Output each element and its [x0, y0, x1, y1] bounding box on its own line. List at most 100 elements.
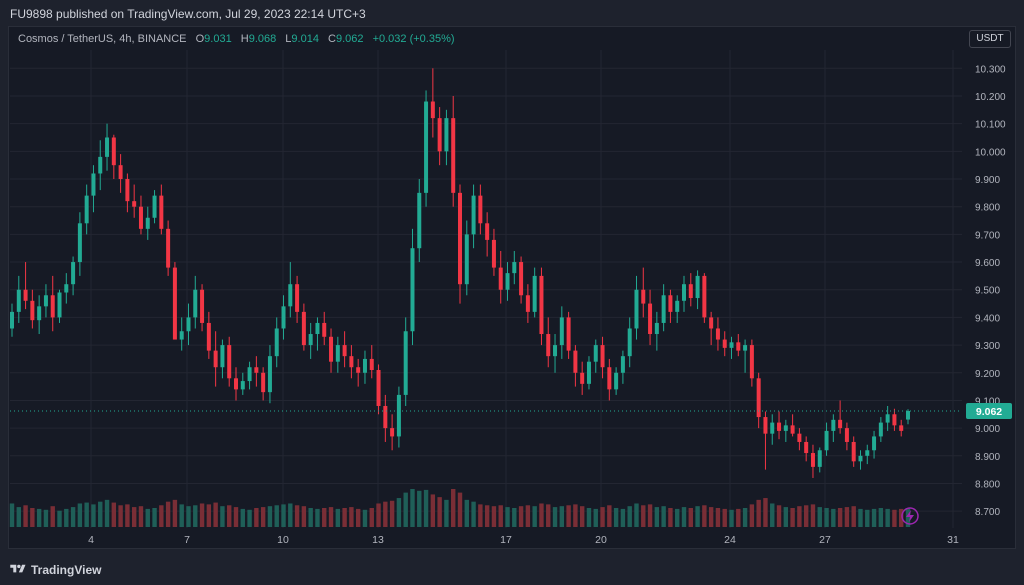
volume-bar [865, 509, 870, 527]
candle-body [749, 345, 754, 379]
candle-body [858, 455, 863, 462]
volume-bar [138, 506, 144, 527]
x-axis-tick-label: 31 [947, 534, 959, 546]
candle-body [878, 422, 883, 437]
candle-body [227, 345, 232, 379]
candle-body [844, 428, 849, 442]
volume-bar [675, 508, 680, 527]
candle-body [512, 262, 517, 274]
candle-body [695, 275, 700, 299]
volume-bar [573, 504, 578, 527]
candle-body [362, 358, 367, 373]
volume-bar [172, 499, 178, 527]
volume-bar [77, 503, 83, 527]
candle-body [213, 350, 218, 368]
y-axis-tick-label: 9.500 [975, 286, 1000, 297]
candle-body [369, 358, 374, 370]
lightning-icon[interactable] [901, 507, 919, 525]
candle-body [71, 262, 76, 285]
volume-bar [770, 503, 775, 527]
low-label: L [285, 33, 292, 45]
candle-body [824, 430, 829, 451]
candle-body [349, 356, 354, 368]
y-axis-tick-label: 8.700 [975, 507, 1000, 518]
low-value: 9.014 [291, 33, 319, 45]
candle-body [254, 367, 259, 373]
ohlc-legend: Cosmos / TetherUS, 4h, BINANCE O9.031 H9… [18, 33, 455, 45]
tradingview-brand[interactable]: TradingView [31, 563, 102, 577]
candle-body [172, 267, 177, 340]
candle-body [329, 336, 334, 362]
volume-bar [281, 504, 286, 527]
volume-bar [254, 508, 259, 527]
tradingview-logo-icon[interactable] [10, 563, 26, 575]
candle-body [736, 342, 741, 351]
volume-bar [654, 507, 660, 527]
candle-body [193, 289, 198, 318]
lightning-bolt-glyph [906, 510, 914, 522]
volume-bar [899, 508, 904, 527]
volume-bar [661, 506, 666, 527]
volume-bar [70, 507, 76, 527]
candle-body [240, 381, 245, 390]
volume-bar [783, 507, 789, 527]
volume-bar [803, 505, 809, 527]
candle-body [57, 292, 62, 318]
x-axis-tick-label: 10 [277, 534, 289, 546]
candle-body [627, 328, 632, 357]
symbol-label[interactable]: Cosmos / TetherUS, 4h, BINANCE [18, 33, 187, 45]
currency-button[interactable]: USDT [969, 30, 1011, 48]
volume-bar [227, 505, 232, 527]
volume-bar [688, 508, 693, 527]
volume-bar [695, 506, 700, 527]
y-axis-tick-label: 9.800 [975, 203, 1000, 214]
volume-bar [702, 505, 707, 527]
volume-bar [342, 508, 347, 527]
candle-body [206, 322, 211, 351]
volume-bar [260, 507, 266, 527]
volume-bar [892, 509, 897, 527]
y-axis-tick-label: 10.200 [975, 92, 1006, 103]
x-axis-tick-label: 20 [595, 534, 607, 546]
candle-body [430, 101, 435, 119]
volume-bar [756, 499, 761, 527]
x-axis-tick-label: 7 [184, 534, 190, 546]
y-axis-tick-label: 9.200 [975, 369, 1000, 380]
y-axis-tick-label: 9.400 [975, 313, 1000, 324]
volume-bar [715, 508, 721, 527]
candle-body [111, 137, 116, 166]
candle-body [424, 101, 429, 193]
volume-bar [403, 492, 408, 527]
candle-body [16, 289, 21, 312]
candle-body [444, 118, 449, 152]
candle-body [301, 311, 306, 346]
volume-bar [389, 500, 395, 527]
candle-body [410, 248, 415, 332]
volume-bar [647, 504, 653, 527]
volume-bar [484, 505, 490, 527]
volume-bar [335, 508, 341, 527]
volume-bar [9, 503, 15, 527]
candle-body [451, 118, 456, 193]
candle-body [485, 223, 490, 240]
volume-bar [824, 508, 829, 527]
candle-body [30, 300, 35, 321]
change-value: +0.032 (+0.35%) [372, 33, 455, 45]
volume-bar [43, 509, 49, 527]
volume-bar [104, 499, 110, 527]
volume-bar [790, 508, 795, 527]
volume-bar [797, 506, 802, 527]
candle-body [899, 425, 904, 431]
candle-body [91, 173, 96, 196]
candle-body [152, 195, 157, 218]
candle-body [471, 195, 476, 235]
candle-body [519, 262, 524, 296]
candle-body [498, 267, 503, 290]
volume-bar [159, 505, 164, 527]
footer-bar [0, 557, 1024, 585]
candle-body [559, 317, 564, 346]
volume-bar [152, 508, 157, 527]
volume-bar [810, 504, 816, 527]
volume-bar [722, 508, 727, 527]
